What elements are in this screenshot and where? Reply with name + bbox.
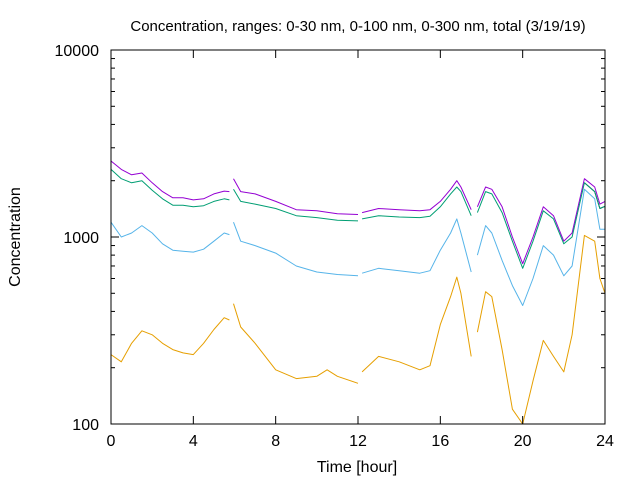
y-axis-title: Concentration — [7, 187, 24, 287]
series-3-segment-1 — [233, 222, 359, 277]
y-tick-label-1: 1000 — [63, 230, 99, 247]
chart-title: Concentration, ranges: 0-30 nm, 0-100 nm… — [130, 18, 585, 35]
x-tick-label-6: 24 — [596, 433, 614, 450]
series-4-segment-1 — [233, 303, 359, 384]
series-2-segment-1 — [233, 189, 359, 222]
axis-tick-labels: 0 4 8 12 16 20 24 100 1000 10000 — [55, 43, 615, 450]
series-3-segment-2 — [361, 218, 472, 274]
axis-ticks — [110, 49, 606, 425]
plot-series — [110, 160, 606, 425]
plot-frame — [110, 49, 606, 425]
x-tick-label-0: 0 — [107, 433, 116, 450]
series-0-segment-2 — [361, 180, 472, 214]
series-3-segment-3 — [476, 188, 605, 306]
series-2-segment-2 — [362, 186, 472, 220]
x-tick-label-3: 12 — [349, 433, 367, 450]
series-2-segment-0 — [110, 169, 230, 208]
y-tick-label-0: 100 — [72, 417, 99, 434]
x-tick-label-5: 20 — [514, 433, 532, 450]
series-0-segment-0 — [110, 160, 230, 201]
x-tick-label-1: 4 — [189, 433, 198, 450]
x-tick-label-2: 8 — [271, 433, 280, 450]
series-4-segment-3 — [476, 234, 606, 425]
series-4-segment-2 — [361, 276, 472, 373]
x-axis-title: Time [hour] — [317, 459, 397, 476]
series-3-segment-0 — [110, 221, 230, 253]
series-4-segment-0 — [110, 317, 230, 363]
x-tick-label-4: 16 — [431, 433, 449, 450]
series-0-segment-1 — [233, 178, 359, 215]
series-2-segment-3 — [476, 182, 606, 269]
y-tick-label-2: 10000 — [55, 43, 100, 60]
series-0-segment-3 — [476, 178, 606, 265]
